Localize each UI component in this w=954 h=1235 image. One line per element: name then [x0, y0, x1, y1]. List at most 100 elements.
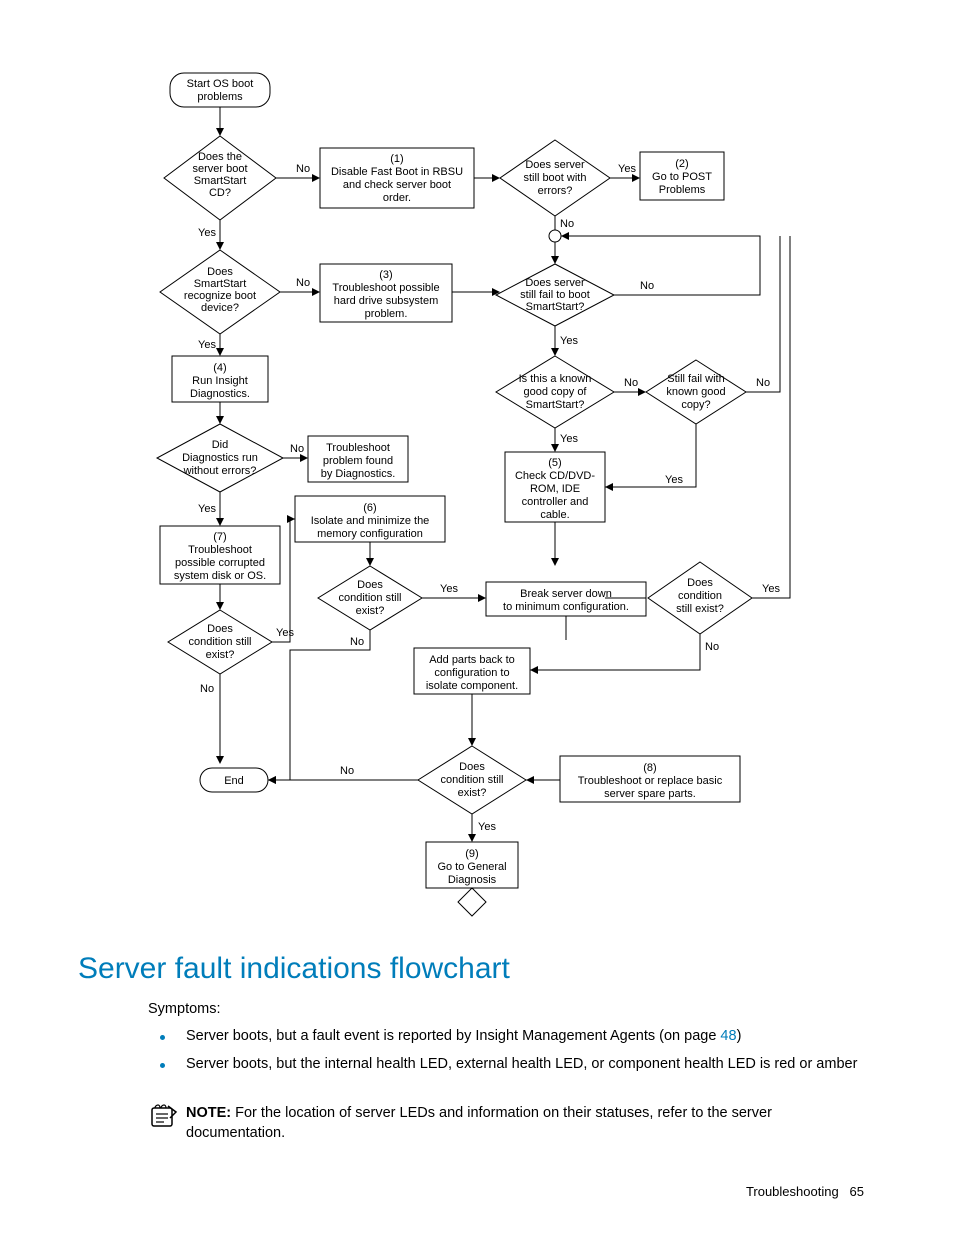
svg-text:Still fail with: Still fail with [667, 373, 724, 385]
svg-text:order.: order. [383, 192, 411, 204]
note-text: NOTE: For the location of server LEDs an… [186, 1104, 866, 1143]
svg-text:SmartStart: SmartStart [194, 278, 247, 290]
svg-text:(3): (3) [379, 269, 392, 281]
svg-text:Problems: Problems [659, 184, 706, 196]
svg-text:problem found: problem found [323, 455, 393, 467]
svg-text:No: No [340, 765, 354, 777]
node-p6: (6) Isolate and minimize the memory conf… [295, 496, 445, 542]
svg-text:Yes: Yes [198, 227, 216, 239]
svg-text:Diagnostics run: Diagnostics run [182, 452, 258, 464]
svg-text:Does: Does [687, 577, 713, 589]
svg-text:Yes: Yes [198, 339, 216, 351]
svg-text:known good: known good [666, 386, 725, 398]
svg-text:No: No [756, 377, 770, 389]
svg-text:cable.: cable. [540, 509, 569, 521]
svg-text:server boot: server boot [192, 163, 247, 175]
flowchart-container: Start OS boot problems Does the server b… [0, 0, 954, 940]
section-heading: Server fault indications flowchart [78, 952, 510, 986]
svg-text:Diagnostics.: Diagnostics. [190, 388, 250, 400]
svg-text:system disk or OS.: system disk or OS. [174, 570, 266, 582]
node-d-cd: Does the server boot SmartStart CD? [164, 136, 276, 220]
svg-text:Did: Did [212, 439, 229, 451]
svg-text:condition: condition [678, 590, 722, 602]
node-p4: (4) Run Insight Diagnostics. [172, 356, 268, 402]
svg-text:Run Insight: Run Insight [192, 375, 248, 387]
svg-text:copy?: copy? [681, 399, 710, 411]
note-body: For the location of server LEDs and info… [186, 1105, 772, 1141]
footer-section: Troubleshooting [746, 1184, 839, 1199]
node-d-still: Still fail with known good copy? [646, 360, 746, 424]
note-bold: NOTE: [186, 1105, 231, 1121]
svg-text:Go to POST: Go to POST [652, 171, 712, 183]
node-add: Add parts back to configuration to isola… [414, 648, 530, 694]
page: Start OS boot problems Does the server b… [0, 0, 954, 1235]
svg-text:still fail to boot: still fail to boot [520, 289, 590, 301]
node-d-c7: Does condition still exist? [168, 610, 272, 674]
svg-text:No: No [624, 377, 638, 389]
page-link-48[interactable]: 48 [720, 1028, 736, 1044]
bullet-dot [160, 1063, 165, 1068]
svg-text:device?: device? [201, 302, 239, 314]
svg-text:and check server boot: and check server boot [343, 179, 451, 191]
svg-text:SmartStart: SmartStart [194, 175, 247, 187]
svg-text:Yes: Yes [276, 627, 294, 639]
node-d-c6: Does condition still exist? [318, 566, 422, 630]
node-tdiag: Troubleshoot problem found by Diagnostic… [308, 436, 408, 482]
node-p2: (2) Go to POST Problems [640, 152, 724, 200]
svg-text:recognize boot: recognize boot [184, 290, 256, 302]
svg-text:Yes: Yes [560, 335, 578, 347]
svg-text:SmartStart?: SmartStart? [526, 301, 585, 313]
svg-text:to minimum configuration.: to minimum configuration. [503, 601, 629, 613]
svg-text:memory configuration: memory configuration [317, 528, 423, 540]
svg-text:Does the: Does the [198, 151, 242, 163]
node-end: End [200, 768, 268, 792]
svg-text:Check CD/DVD-: Check CD/DVD- [515, 470, 595, 482]
node-d-fail: Does server still fail to boot SmartStar… [496, 264, 614, 326]
node-p1: (1) Disable Fast Boot in RBSU and check … [320, 148, 474, 208]
svg-text:No: No [290, 443, 304, 455]
svg-text:condition still: condition still [441, 774, 504, 786]
svg-text:Yes: Yes [198, 503, 216, 515]
symptoms-label: Symptoms: [148, 1000, 221, 1020]
svg-text:SmartStart?: SmartStart? [526, 399, 585, 411]
node-d-c8: Does condition still exist? [418, 746, 526, 814]
node-p5: (5) Check CD/DVD- ROM, IDE controller an… [505, 452, 605, 522]
svg-text:problems: problems [197, 91, 243, 103]
svg-text:Break server down: Break server down [520, 588, 612, 600]
svg-text:Troubleshoot: Troubleshoot [326, 442, 390, 454]
svg-text:(1): (1) [390, 153, 403, 165]
svg-text:No: No [296, 277, 310, 289]
svg-text:Diagnosis: Diagnosis [448, 874, 497, 886]
node-d-rec: Does SmartStart recognize boot device? [160, 250, 280, 334]
svg-text:No: No [200, 683, 214, 695]
svg-text:exist?: exist? [356, 605, 385, 617]
svg-text:Troubleshoot or replace basic: Troubleshoot or replace basic [578, 775, 723, 787]
svg-text:Is this a known: Is this a known [519, 373, 592, 385]
node-d-diag: Did Diagnostics run without errors? [157, 424, 283, 492]
svg-text:by Diagnostics.: by Diagnostics. [321, 468, 396, 480]
svg-text:condition still: condition still [339, 592, 402, 604]
svg-text:controller and: controller and [522, 496, 589, 508]
svg-text:(4): (4) [213, 362, 226, 374]
node-d-c5: Does condition still exist? [648, 562, 752, 634]
svg-text:configuration to: configuration to [434, 667, 509, 679]
svg-text:Add parts back to: Add parts back to [429, 654, 515, 666]
bullet-1: Server boots, but a fault event is repor… [186, 1027, 886, 1047]
svg-text:No: No [560, 218, 574, 230]
svg-text:No: No [640, 280, 654, 292]
svg-text:No: No [705, 641, 719, 653]
svg-text:Does server: Does server [525, 159, 585, 171]
svg-text:isolate component.: isolate component. [426, 680, 518, 692]
svg-text:hard drive subsystem: hard drive subsystem [334, 295, 439, 307]
svg-text:errors?: errors? [538, 185, 573, 197]
svg-text:CD?: CD? [209, 187, 231, 199]
svg-text:without errors?: without errors? [183, 465, 257, 477]
bullet-dot [160, 1035, 165, 1040]
svg-text:Yes: Yes [618, 163, 636, 175]
node-p8: (8) Troubleshoot or replace basic server… [560, 756, 740, 802]
node-d-known: Is this a known good copy of SmartStart? [496, 356, 614, 428]
svg-text:(9): (9) [465, 848, 478, 860]
svg-text:Start OS boot: Start OS boot [187, 78, 254, 90]
bullet-1-text-a: Server boots, but a fault event is repor… [186, 1028, 720, 1044]
svg-text:(5): (5) [548, 457, 561, 469]
